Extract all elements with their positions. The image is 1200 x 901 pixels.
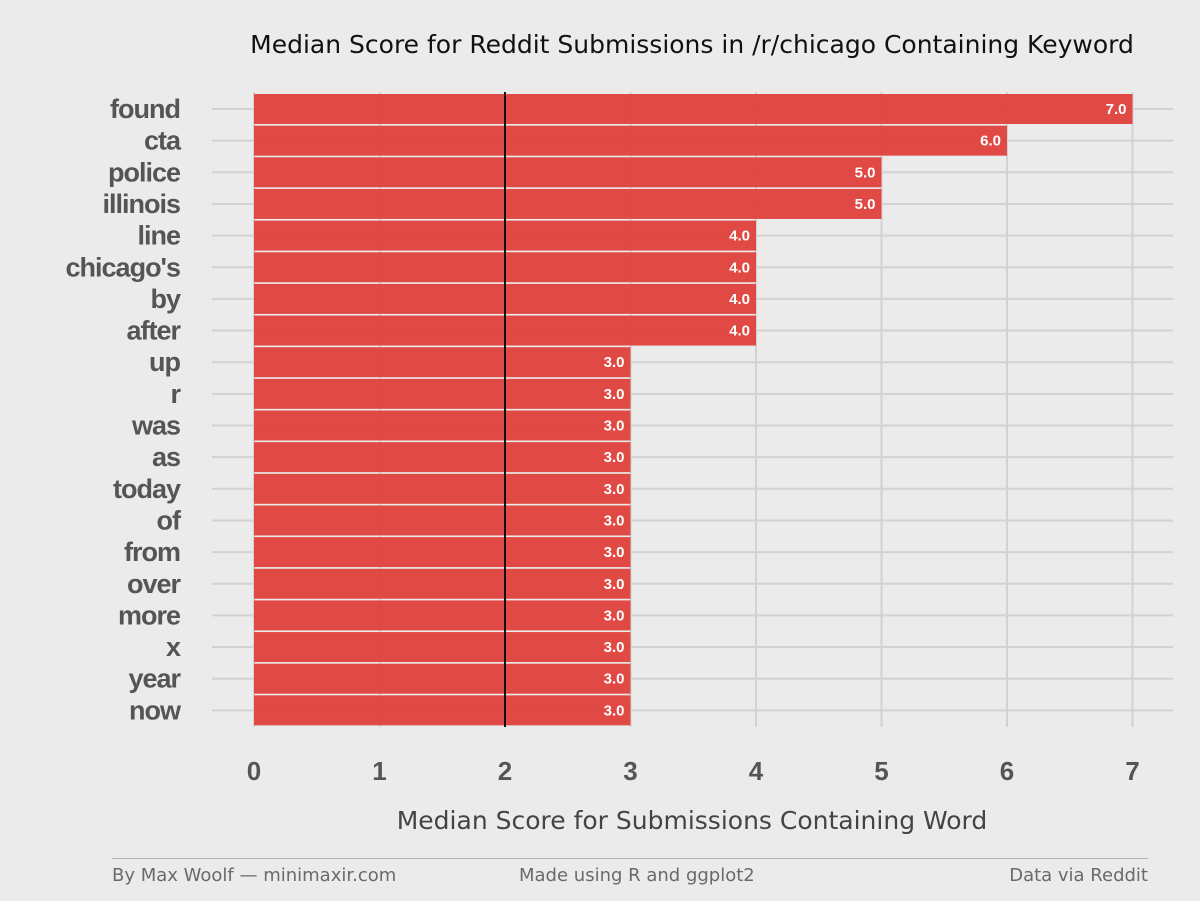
- bar-was: [254, 410, 631, 441]
- data-label: 3.0: [604, 386, 625, 403]
- category-label: was: [131, 411, 180, 441]
- data-label: 3.0: [604, 481, 625, 498]
- chart: Median Score for Reddit Submissions in /…: [66, 30, 1173, 835]
- x-tick-label: 6: [1000, 756, 1014, 786]
- bar-of: [254, 505, 631, 536]
- footer-tool: Made using R and ggplot2: [519, 865, 755, 886]
- category-label: up: [149, 347, 180, 377]
- data-label: 3.0: [604, 576, 625, 593]
- data-label: 3.0: [604, 449, 625, 466]
- category-label: cta: [144, 126, 182, 156]
- x-tick-label: 1: [372, 756, 386, 786]
- data-label: 4.0: [729, 228, 750, 245]
- data-label: 5.0: [855, 164, 876, 181]
- data-label: 3.0: [604, 702, 625, 719]
- category-label: today: [113, 474, 181, 504]
- data-label: 3.0: [604, 671, 625, 688]
- category-label: illinois: [102, 189, 180, 219]
- bar-now: [254, 695, 631, 726]
- category-label: year: [128, 664, 181, 694]
- bar-r: [254, 378, 631, 409]
- x-tick-label: 7: [1125, 756, 1139, 786]
- footer-credit: By Max Woolf — minimaxir.com: [112, 865, 397, 886]
- footer-source: Data via Reddit: [1009, 865, 1148, 886]
- data-label: 6.0: [980, 133, 1001, 150]
- x-tick-label: 0: [247, 756, 261, 786]
- bar-year: [254, 663, 631, 694]
- bar-over: [254, 568, 631, 599]
- x-tick-label: 4: [749, 756, 764, 786]
- bars: [254, 94, 1133, 726]
- bar-up: [254, 347, 631, 378]
- data-label: 4.0: [729, 259, 750, 276]
- bar-found: [254, 94, 1133, 124]
- data-label: 4.0: [729, 291, 750, 308]
- data-label: 3.0: [604, 418, 625, 435]
- chart-title: Median Score for Reddit Submissions in /…: [250, 30, 1134, 59]
- category-label: x: [166, 632, 181, 662]
- category-label: more: [118, 600, 181, 630]
- category-label: over: [127, 569, 182, 599]
- category-label: found: [110, 94, 180, 124]
- data-label: 3.0: [604, 607, 625, 624]
- category-label: from: [124, 537, 180, 567]
- category-label: of: [157, 505, 182, 535]
- data-label: 3.0: [604, 512, 625, 529]
- bar-today: [254, 473, 631, 504]
- category-label: as: [152, 442, 180, 472]
- x-tick-label: 2: [498, 756, 512, 786]
- data-label: 3.0: [604, 354, 625, 371]
- bar-illinois: [254, 188, 882, 219]
- data-label: 3.0: [604, 639, 625, 656]
- bar-more: [254, 600, 631, 631]
- footer: By Max Woolf — minimaxir.com Made using …: [112, 858, 1148, 901]
- bar-cta: [254, 125, 1007, 156]
- category-label: by: [150, 284, 180, 314]
- category-label: chicago's: [66, 252, 180, 282]
- bar-police: [254, 157, 882, 188]
- category-label: r: [170, 379, 181, 409]
- bar-x: [254, 632, 631, 663]
- x-tick-label: 3: [623, 756, 637, 786]
- category-label: after: [126, 316, 181, 346]
- category-labels: foundctapoliceillinoislinechicago'sbyaft…: [66, 94, 183, 725]
- category-label: now: [129, 695, 182, 725]
- data-label: 5.0: [855, 196, 876, 213]
- bar-as: [254, 442, 631, 473]
- category-label: police: [108, 157, 181, 187]
- x-tick-labels: 0 1 2 3 4 5 6 7: [247, 756, 1140, 786]
- data-labels: 7.0 6.0 5.0 5.0 4.0 4.0 4.0 4.0 3.0 3.0 3.0 3.0 3.0 3…: [604, 101, 1127, 719]
- data-label: 3.0: [604, 544, 625, 561]
- x-tick-label: 5: [874, 756, 888, 786]
- x-axis-label: Median Score for Submissions Containing …: [397, 806, 988, 835]
- data-label: 7.0: [1106, 101, 1127, 118]
- data-label: 4.0: [729, 323, 750, 340]
- category-label: line: [137, 221, 180, 251]
- bar-from: [254, 537, 631, 568]
